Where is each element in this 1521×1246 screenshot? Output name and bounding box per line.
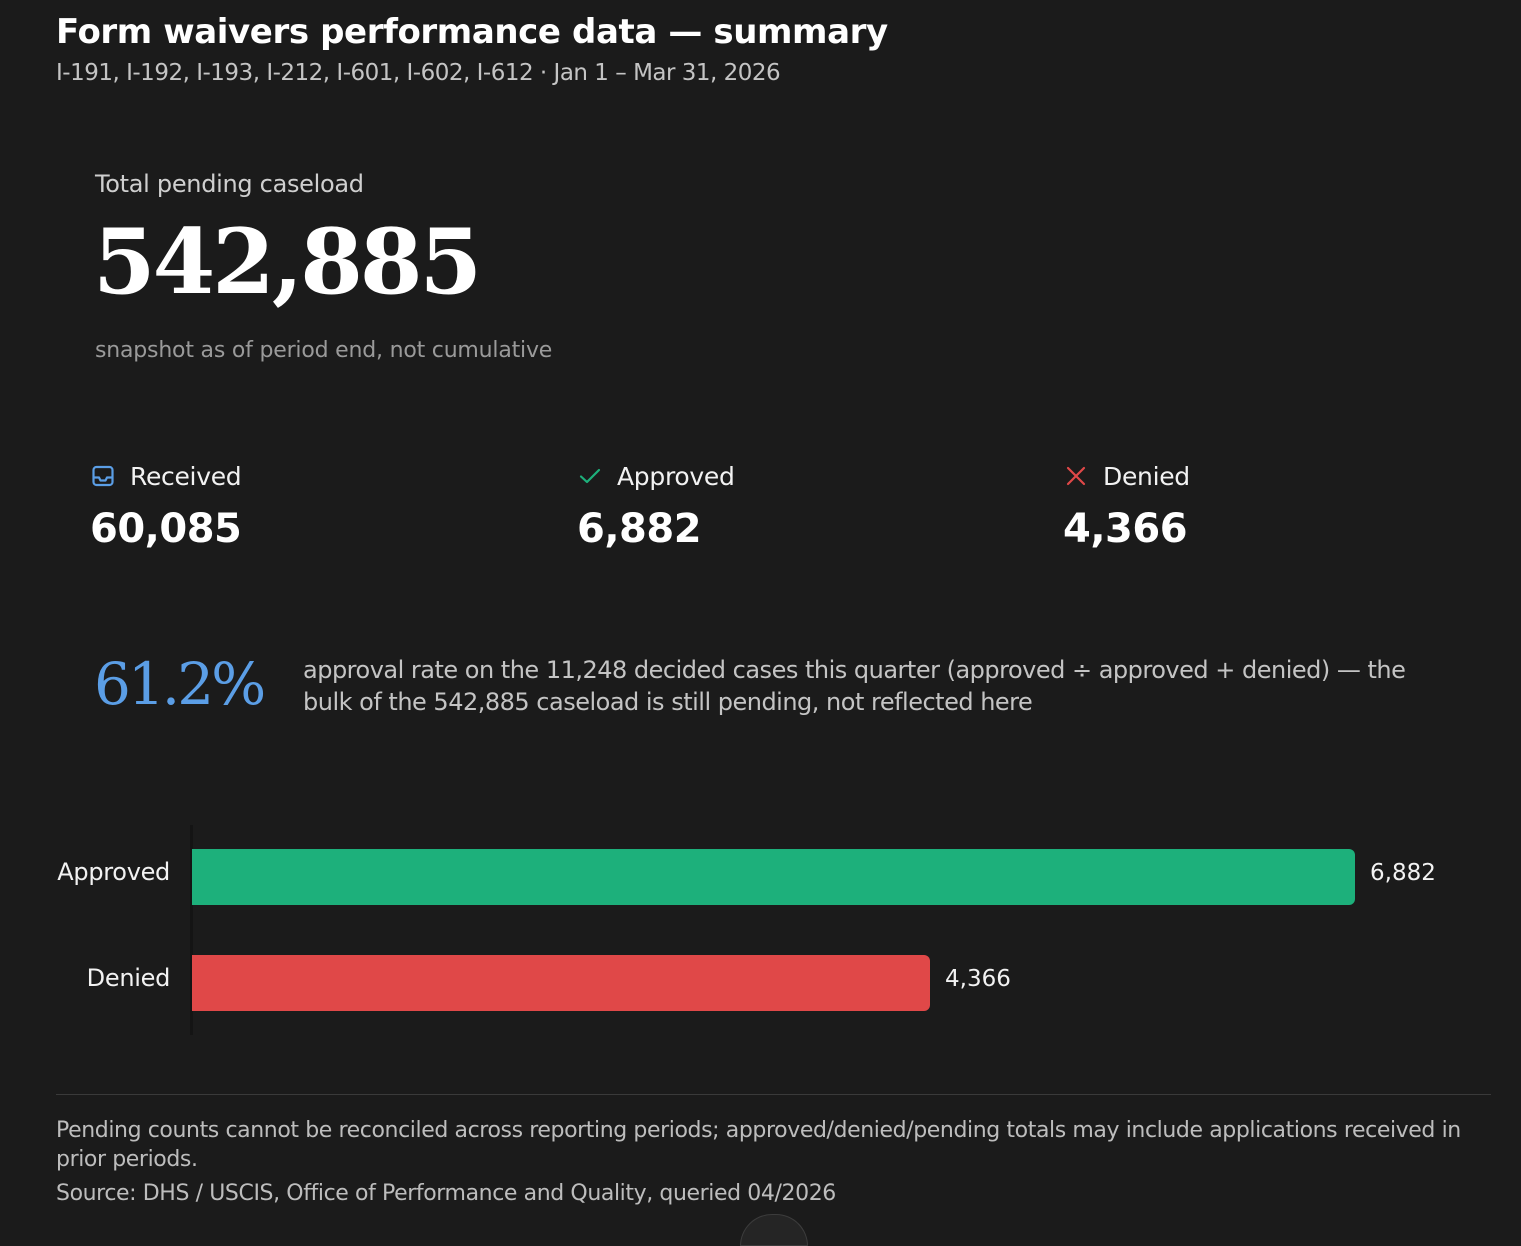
inbox-icon (90, 463, 116, 489)
stat-denied-label: Denied (1103, 461, 1190, 491)
stat-approved-label: Approved (617, 461, 735, 491)
stat-approved-value: 6,882 (577, 506, 702, 552)
bar-label-denied: Denied (86, 964, 171, 992)
page-subtitle: I-191, I-192, I-193, I-212, I-601, I-602… (56, 60, 781, 86)
scroll-down-button[interactable] (740, 1214, 808, 1246)
approval-rate-text: approval rate on the 11,248 decided case… (303, 656, 1406, 716)
page-title: Form waivers performance data — summary (56, 12, 888, 52)
bar-value-approved: 6,882 (1370, 860, 1436, 886)
kpi-note: snapshot as of period end, not cumulativ… (95, 338, 553, 363)
stat-received-value: 60,085 (90, 506, 242, 552)
source-note: Source: DHS / USCIS, Office of Performan… (56, 1181, 836, 1206)
check-icon (577, 463, 603, 489)
bar-denied (192, 955, 930, 1011)
kpi-label: Total pending caseload (95, 170, 364, 198)
kpi-value: 542,885 (93, 209, 482, 315)
stat-approved: Approved 6,882 (577, 458, 735, 553)
stat-denied-value: 4,366 (1063, 506, 1188, 552)
x-icon (1063, 463, 1089, 489)
chart-axis (190, 825, 193, 1035)
stat-received: Received 60,085 (90, 458, 242, 553)
footnote: Pending counts cannot be reconciled acro… (56, 1118, 1461, 1172)
approval-rate-value: 61.2% (94, 650, 266, 718)
bar-label-approved: Approved (57, 858, 170, 886)
divider (56, 1094, 1491, 1095)
stat-denied: Denied 4,366 (1063, 458, 1190, 553)
stat-received-label: Received (130, 461, 242, 491)
bar-approved (192, 849, 1355, 905)
bar-value-denied: 4,366 (945, 966, 1011, 992)
